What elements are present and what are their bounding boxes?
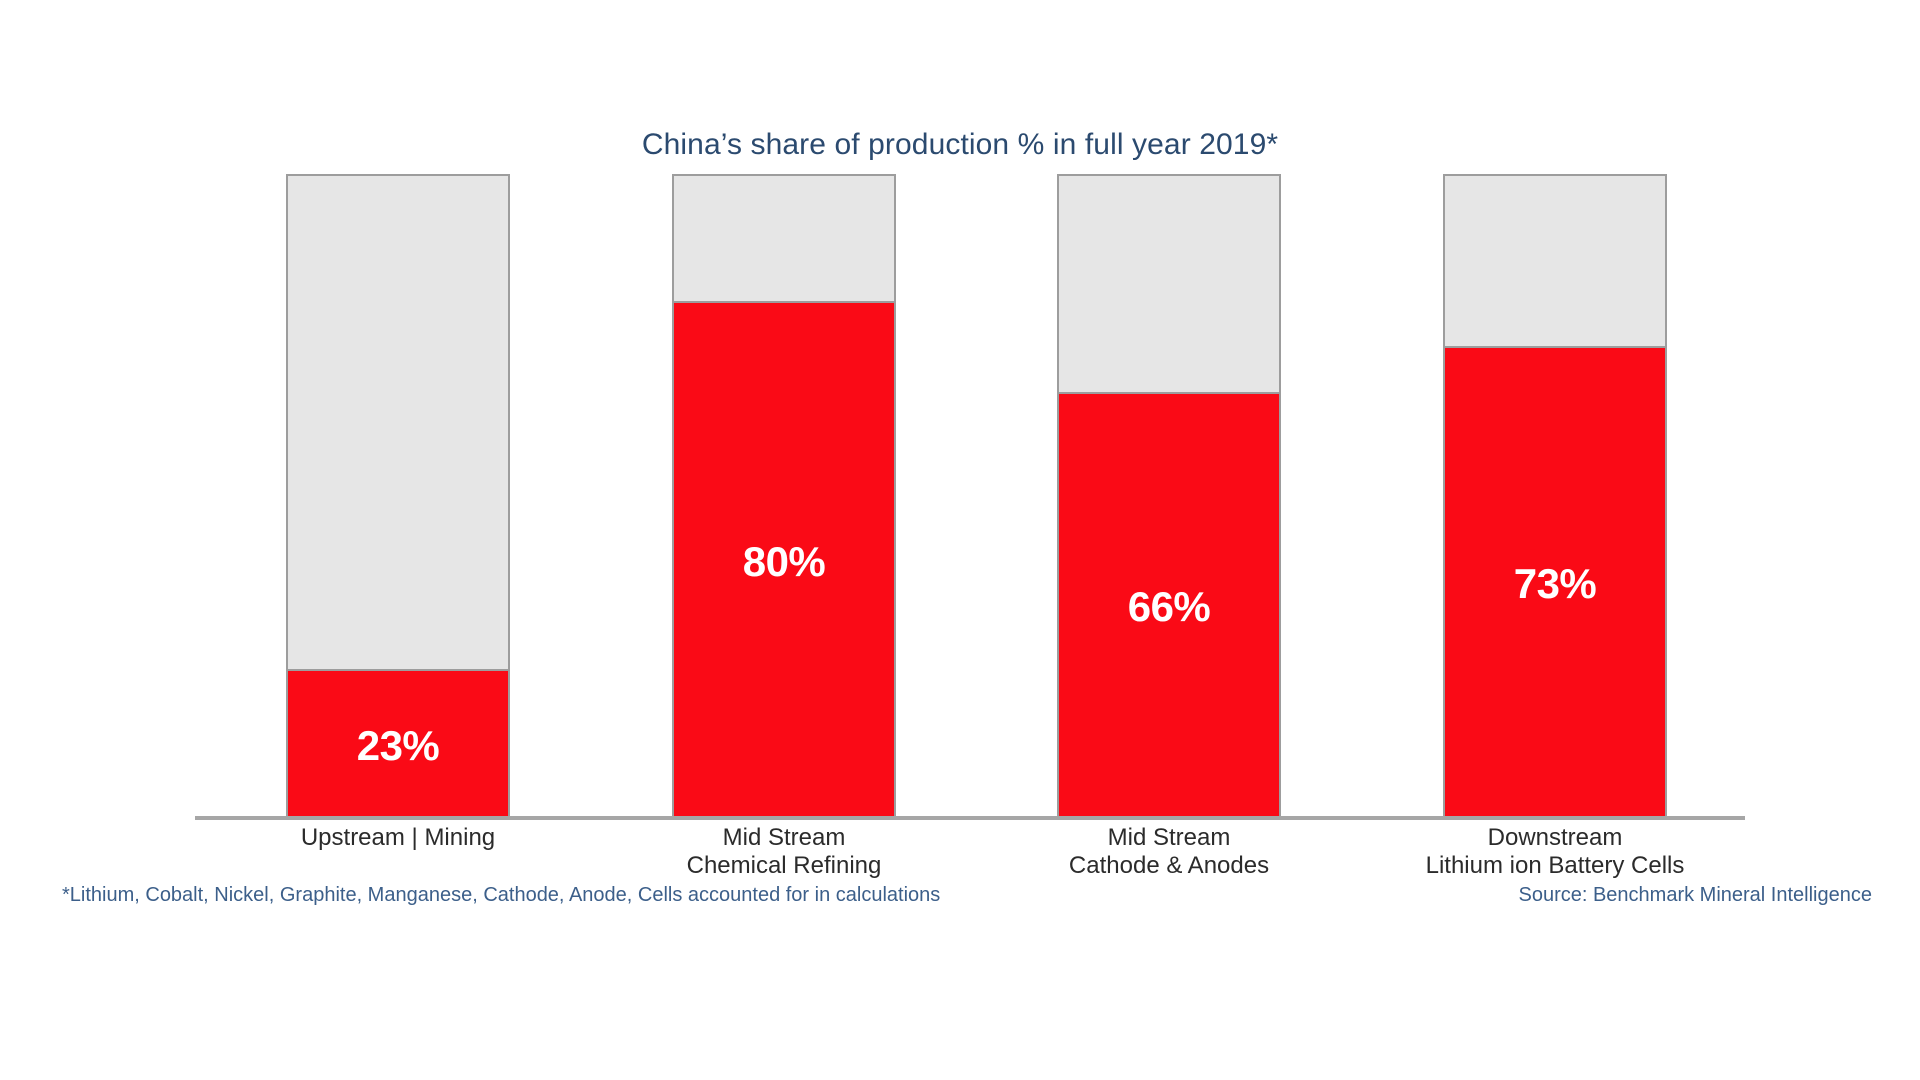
bar-value-label-mid-stream-chemical-refining: 80% — [742, 537, 826, 585]
bar-value-label-upstream-mining: 23% — [356, 721, 440, 769]
bar-group-upstream-mining[interactable]: 23% — [286, 174, 510, 820]
bar-remainder-upstream-mining — [286, 174, 510, 672]
bar-group-mid-stream-cathode-anodes[interactable]: 66% — [1057, 174, 1281, 820]
plot-area: 23% 80% 66% 73% — [195, 170, 1745, 820]
category-label-mid-stream-chemical-refining: Mid Stream Chemical Refining — [574, 824, 994, 879]
category-label-line2: Cathode & Anodes — [1068, 851, 1270, 879]
chart-title: China’s share of production % in full ye… — [641, 128, 1279, 161]
bar-group-downstream-battery-cells[interactable]: 73% — [1443, 174, 1667, 820]
category-label-line1: Mid Stream — [1107, 824, 1231, 851]
category-label-line1: Downstream — [1487, 824, 1623, 851]
category-label-upstream-mining: Upstream | Mining — [188, 824, 608, 852]
bar-value-label-mid-stream-cathode-anodes: 66% — [1127, 582, 1211, 630]
category-label-downstream-battery-cells: Downstream Lithium ion Battery Cells — [1345, 824, 1765, 879]
bar-remainder-mid-stream-cathode-anodes — [1057, 174, 1281, 394]
footnote-methodology: *Lithium, Cobalt, Nickel, Graphite, Mang… — [62, 884, 941, 906]
bar-value-downstream-battery-cells[interactable]: 73% — [1443, 348, 1667, 820]
category-label-line1: Upstream | Mining — [300, 824, 496, 851]
category-label-line2: Lithium ion Battery Cells — [1425, 851, 1685, 879]
x-axis-line — [195, 816, 1745, 820]
bar-value-label-downstream-battery-cells: 73% — [1513, 560, 1597, 608]
category-label-line2: Chemical Refining — [686, 851, 882, 879]
bar-value-mid-stream-cathode-anodes[interactable]: 66% — [1057, 393, 1281, 820]
bar-value-mid-stream-chemical-refining[interactable]: 80% — [672, 303, 896, 820]
bar-remainder-downstream-battery-cells — [1443, 174, 1667, 349]
bar-value-upstream-mining[interactable]: 23% — [286, 671, 510, 820]
footnote-source: Source: Benchmark Mineral Intelligence — [1518, 884, 1872, 906]
category-label-line1: Mid Stream — [722, 824, 846, 851]
bar-remainder-mid-stream-chemical-refining — [672, 174, 896, 304]
category-label-mid-stream-cathode-anodes: Mid Stream Cathode & Anodes — [959, 824, 1379, 879]
bar-group-mid-stream-chemical-refining[interactable]: 80% — [672, 174, 896, 820]
